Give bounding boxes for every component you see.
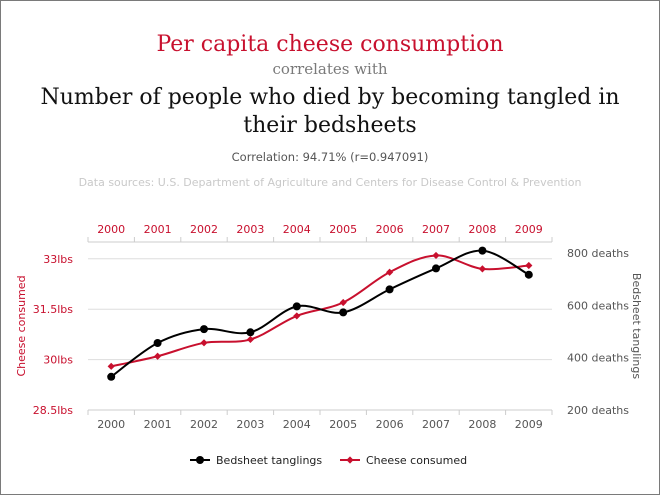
data-point-cheese (200, 339, 208, 347)
data-point-cheese (478, 265, 486, 273)
data-point-bedsheet (432, 264, 440, 273)
right-y-tick-label: 400 deaths (567, 352, 629, 365)
data-point-bedsheet (153, 339, 162, 348)
left-y-tick-label: 30lbs (43, 354, 73, 367)
bottom-x-tick-label: 2003 (236, 418, 264, 431)
top-x-tick-label: 2009 (515, 223, 543, 236)
data-point-cheese (525, 261, 533, 270)
series-line-cheese (110, 254, 529, 368)
chart-title-primary: Per capita cheese consumption (156, 32, 504, 57)
series-line-bedsheet (110, 249, 530, 378)
data-point-bedsheet (246, 328, 255, 337)
legend-label-cheese: Cheese consumed (366, 454, 467, 467)
top-x-tick-label: 2001 (144, 223, 172, 236)
top-x-tick-label: 2005 (329, 223, 357, 236)
top-x-tick-label: 2002 (190, 223, 218, 236)
data-point-cheese (432, 251, 440, 260)
right-y-tick-label: 200 deaths (567, 404, 629, 417)
top-x-tick-label: 2004 (283, 223, 311, 236)
data-point-bedsheet (385, 285, 394, 294)
correlation-text: Correlation: 94.71% (r=0.947091) (231, 150, 429, 164)
bottom-x-tick-label: 2006 (376, 418, 404, 431)
top-x-tick-label: 2000 (97, 223, 125, 236)
top-x-tick-label: 2003 (236, 223, 264, 236)
bottom-x-tick-label: 2008 (468, 418, 496, 431)
bottom-x-tick-label: 2002 (190, 418, 218, 431)
data-point-bedsheet (478, 246, 487, 255)
data-point-cheese (107, 362, 115, 370)
data-point-bedsheet (292, 302, 301, 311)
data-point-cheese (293, 312, 301, 320)
legend-marker-cheese (346, 456, 354, 464)
chart-title-secondary: Number of people who died by becoming ta… (40, 85, 620, 138)
right-y-tick-label: 800 deaths (567, 247, 629, 260)
data-point-cheese (386, 268, 394, 276)
bottom-x-tick-label: 2009 (515, 418, 543, 431)
right-axis-title: Bedsheet tanglings (630, 273, 643, 379)
top-x-tick-label: 2008 (468, 223, 496, 236)
bottom-x-tick-label: 2007 (422, 418, 450, 431)
bottom-x-tick-label: 2005 (329, 418, 357, 431)
bottom-x-tick-label: 2000 (97, 418, 125, 431)
data-point-cheese (246, 335, 254, 344)
data-sources-text: Data sources: U.S. Department of Agricul… (78, 176, 582, 189)
data-point-cheese (154, 352, 162, 360)
data-point-bedsheet (524, 270, 533, 279)
data-point-cheese (339, 298, 347, 307)
bottom-x-tick-label: 2004 (283, 418, 311, 431)
data-point-bedsheet (107, 372, 116, 381)
data-point-bedsheet (339, 308, 348, 317)
legend-label-bedsheet: Bedsheet tanglings (216, 454, 322, 467)
legend-marker-bedsheet (196, 456, 204, 464)
bottom-x-tick-label: 2001 (144, 418, 172, 431)
left-y-tick-label: 33lbs (43, 253, 73, 266)
right-y-tick-label: 600 deaths (567, 299, 629, 312)
left-y-tick-label: 28.5lbs (33, 404, 74, 417)
data-point-bedsheet (200, 325, 208, 334)
top-x-tick-label: 2006 (376, 223, 404, 236)
top-x-tick-label: 2007 (422, 223, 450, 236)
chart-title-connector: correlates with (272, 60, 388, 78)
left-axis-title: Cheese consumed (15, 275, 28, 376)
left-y-tick-label: 31.5lbs (33, 303, 74, 316)
